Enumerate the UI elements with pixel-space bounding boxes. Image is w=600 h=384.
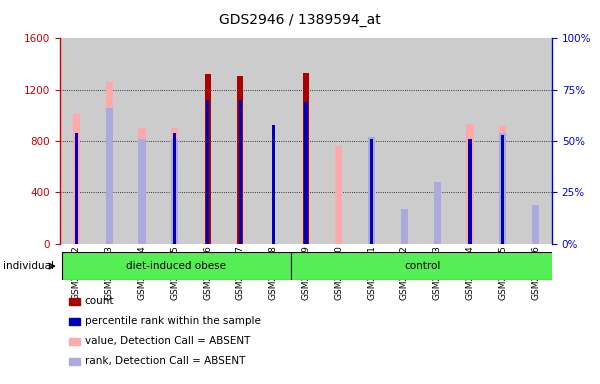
- Bar: [370, 139, 373, 244]
- Bar: [75, 133, 78, 244]
- Bar: [499, 126, 506, 244]
- Bar: [401, 209, 408, 244]
- Bar: [106, 82, 113, 244]
- Bar: [62, 252, 291, 280]
- Bar: [401, 228, 408, 244]
- Bar: [303, 73, 309, 244]
- Bar: [291, 252, 554, 280]
- Bar: [139, 128, 146, 244]
- Bar: [499, 133, 506, 244]
- Bar: [173, 133, 176, 244]
- Bar: [106, 108, 113, 244]
- Bar: [206, 100, 209, 244]
- Bar: [466, 124, 473, 244]
- Text: GDS2946 / 1389594_at: GDS2946 / 1389594_at: [219, 13, 381, 27]
- Bar: [239, 100, 242, 244]
- Bar: [139, 139, 146, 244]
- Text: count: count: [85, 296, 114, 306]
- Bar: [171, 139, 178, 244]
- Bar: [205, 74, 211, 244]
- Bar: [335, 146, 343, 244]
- Bar: [171, 128, 178, 244]
- Bar: [304, 102, 308, 244]
- Text: diet-induced obese: diet-induced obese: [127, 261, 226, 271]
- Bar: [272, 125, 275, 244]
- Bar: [532, 205, 539, 244]
- Text: control: control: [404, 261, 440, 271]
- Bar: [434, 186, 441, 244]
- Bar: [238, 76, 244, 244]
- Bar: [532, 223, 539, 244]
- Text: rank, Detection Call = ABSENT: rank, Detection Call = ABSENT: [85, 356, 245, 366]
- Text: percentile rank within the sample: percentile rank within the sample: [85, 316, 260, 326]
- Bar: [368, 137, 375, 244]
- Bar: [434, 182, 441, 244]
- Text: value, Detection Call = ABSENT: value, Detection Call = ABSENT: [85, 336, 250, 346]
- Bar: [469, 139, 472, 244]
- Bar: [501, 135, 505, 244]
- Bar: [73, 114, 80, 244]
- Text: individual: individual: [3, 261, 54, 271]
